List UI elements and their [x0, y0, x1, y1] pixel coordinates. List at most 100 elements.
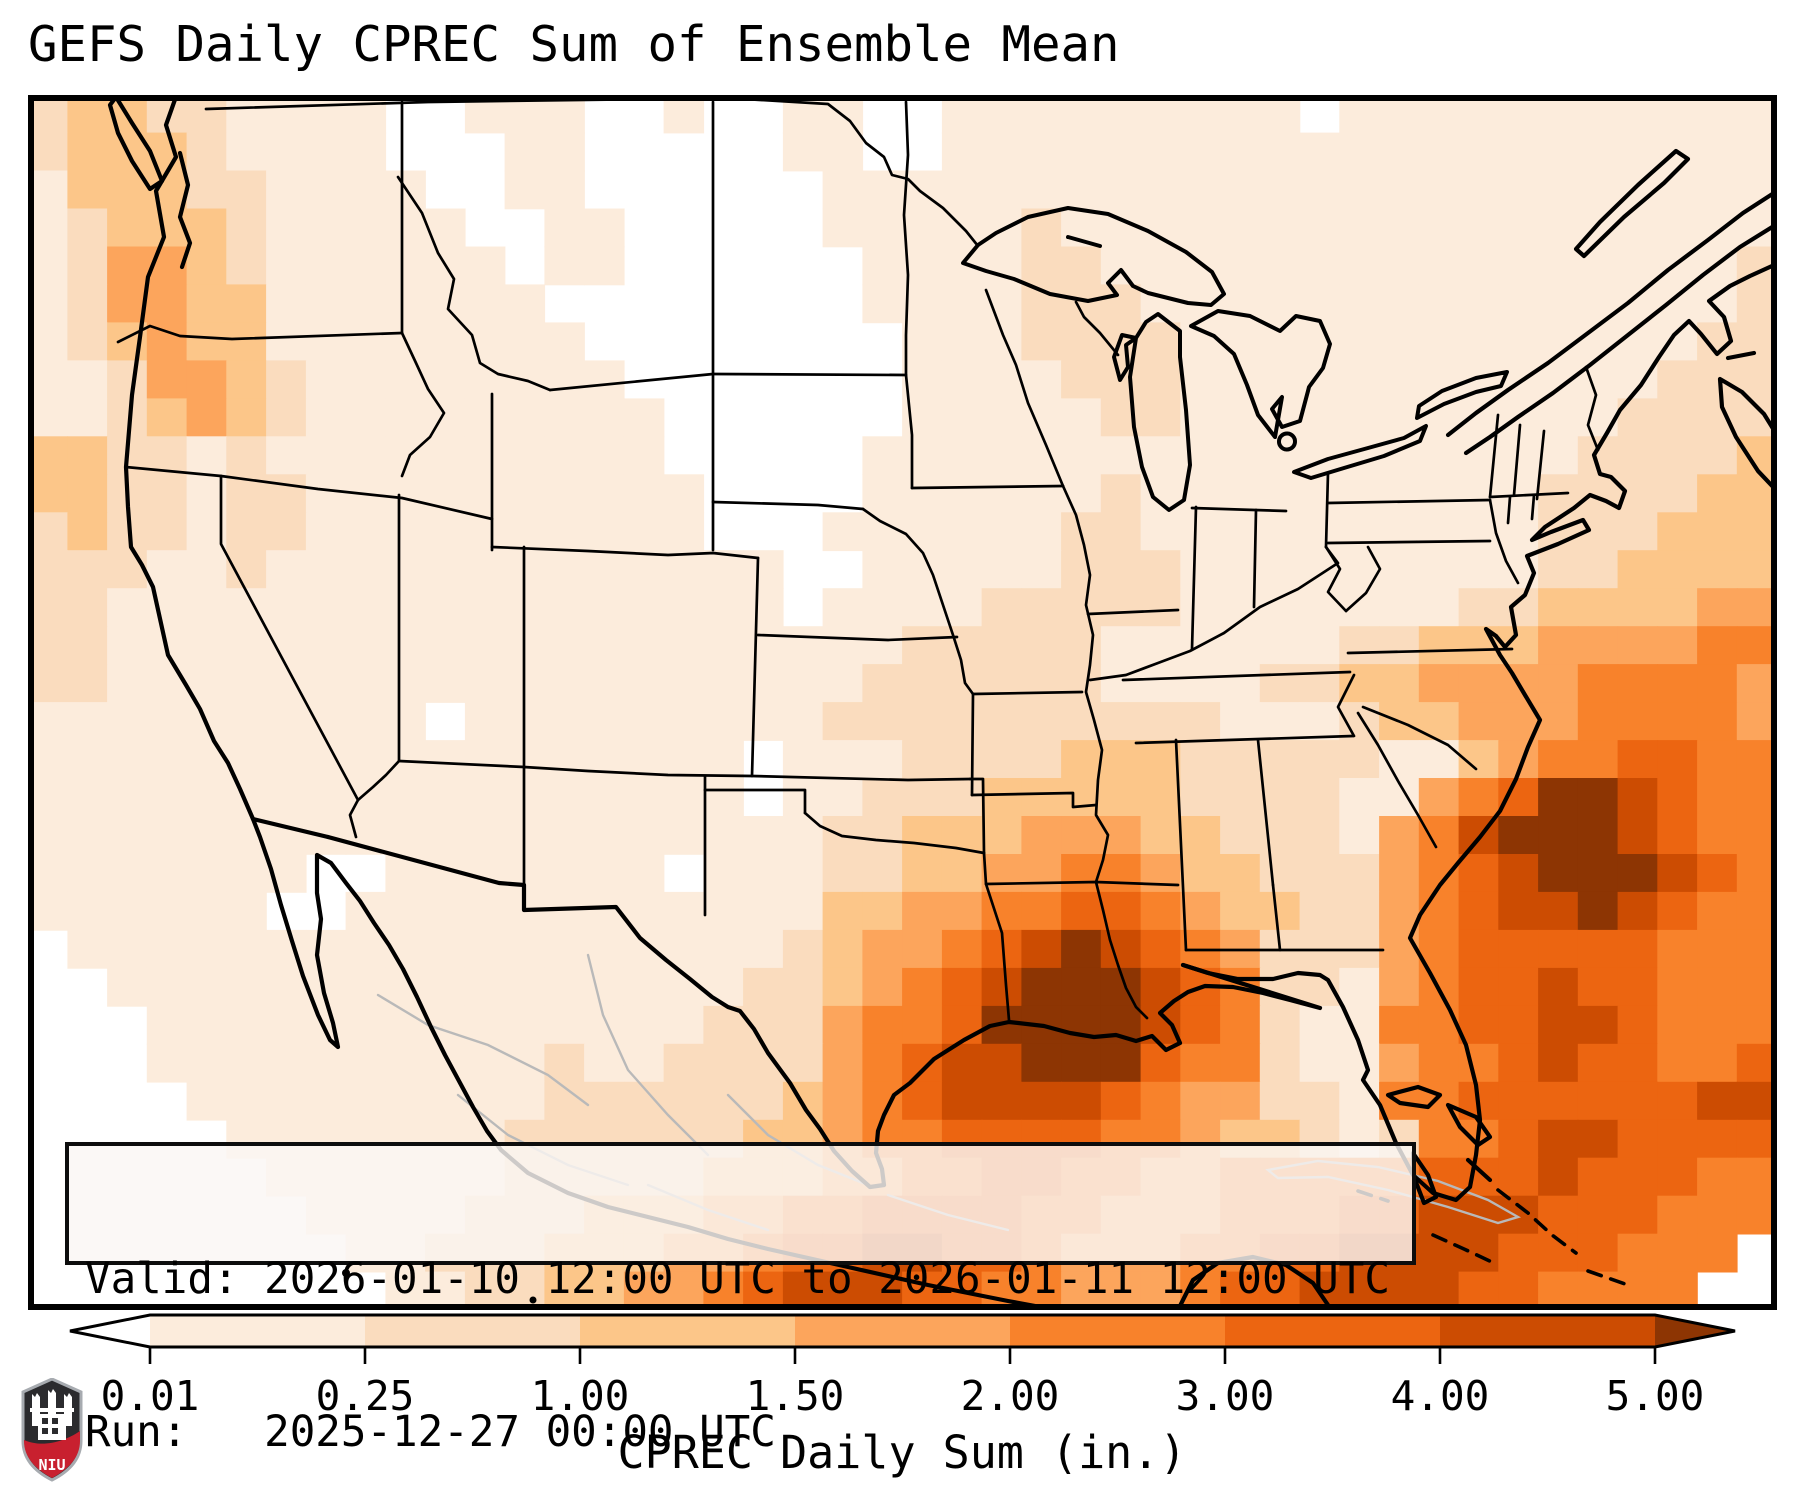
colorbar-over-arrow — [1655, 1315, 1735, 1347]
precip-cell — [1657, 1195, 1698, 1235]
precip-cell — [1418, 95, 1460, 134]
precip-cell — [385, 1043, 426, 1083]
precip-cell — [425, 1043, 466, 1083]
precip-cell — [1220, 740, 1261, 779]
precip-cell — [1379, 550, 1420, 589]
precip-cell — [1538, 778, 1579, 817]
precip-cell — [1697, 284, 1738, 324]
precip-cell — [1339, 246, 1380, 286]
precip-cell — [1299, 778, 1341, 817]
precip-cell — [544, 929, 585, 969]
logo-text: NIU — [38, 1456, 65, 1474]
precip-cell — [1697, 740, 1738, 779]
precip-cell — [584, 208, 625, 248]
precip-cell — [1220, 854, 1261, 893]
precip-cell — [902, 436, 943, 476]
precip-cell — [1061, 588, 1102, 627]
precip-cell — [186, 816, 228, 855]
precip-cell — [107, 664, 148, 703]
precip-cell — [1736, 967, 1777, 1007]
logo-castle-windows — [42, 1418, 58, 1434]
precip-cell — [703, 588, 744, 627]
precip-cell — [1617, 664, 1659, 703]
precip-cell — [1617, 95, 1659, 134]
precip-cell — [1697, 474, 1738, 514]
precip-cell — [941, 1005, 983, 1045]
precip-cell — [902, 740, 943, 779]
precip-cell — [941, 550, 983, 589]
precip-cell — [1299, 891, 1341, 931]
precip-cell — [1617, 1157, 1659, 1197]
precip-cell — [425, 436, 466, 476]
precip-cell — [981, 854, 1023, 893]
precip-cell — [1538, 284, 1579, 324]
precip-cell — [504, 132, 546, 172]
precip-cell — [584, 474, 625, 514]
precip-cell — [1259, 208, 1301, 248]
precip-cell — [385, 208, 426, 248]
precip-cell — [981, 1081, 1023, 1121]
precip-cell — [743, 1081, 784, 1121]
precip-cell — [941, 967, 983, 1007]
precip-cell — [1140, 854, 1182, 893]
precip-cell — [1339, 778, 1380, 817]
precip-cell — [28, 436, 69, 476]
precip-cell — [1736, 740, 1777, 779]
precip-cell — [1100, 436, 1142, 476]
precip-cell — [1100, 550, 1142, 589]
precip-cell — [1697, 816, 1738, 855]
precip-cell — [28, 512, 69, 552]
precip-cell — [1577, 1081, 1619, 1121]
precip-cell — [1180, 550, 1221, 589]
precip-cell — [107, 816, 148, 855]
precip-cell — [1339, 284, 1380, 324]
precip-cell — [385, 550, 426, 589]
precip-cell — [623, 929, 665, 969]
precip-cell — [743, 626, 784, 665]
precip-cell — [1259, 360, 1301, 400]
precip-cell — [345, 208, 387, 248]
precip-cell — [584, 778, 625, 817]
precip-cell — [146, 967, 188, 1007]
precip-cell — [1697, 436, 1738, 476]
colorbar-segment — [1010, 1315, 1225, 1347]
precip-cell — [743, 816, 784, 855]
precip-cell — [1180, 512, 1221, 552]
precip-cell — [28, 208, 69, 248]
precip-cell — [1498, 1119, 1539, 1159]
precip-cell — [146, 702, 188, 741]
precip-cell — [1021, 967, 1062, 1007]
precip-cell — [107, 891, 148, 931]
precip-cell — [822, 588, 864, 627]
precip-cell — [107, 588, 148, 627]
precip-cell — [544, 246, 585, 286]
precip-cell — [107, 929, 148, 969]
precip-cell — [1617, 1005, 1659, 1045]
precip-cell — [1180, 891, 1221, 931]
precip-cell — [1577, 132, 1619, 172]
precip-cell — [1021, 816, 1062, 855]
precip-cell — [544, 322, 585, 362]
precip-cell — [1180, 1005, 1221, 1045]
precip-cell — [1657, 1081, 1698, 1121]
precip-cell — [1577, 816, 1619, 855]
precip-cell — [1498, 1271, 1539, 1310]
precip-cell — [1259, 1043, 1301, 1083]
precip-cell — [1458, 854, 1500, 893]
precip-cell — [1498, 1157, 1539, 1197]
precip-cell — [1220, 702, 1261, 741]
precip-cell — [862, 740, 903, 779]
precip-cell — [1061, 1043, 1102, 1083]
precip-cell — [1697, 1081, 1738, 1121]
precip-cell — [385, 1081, 426, 1121]
precip-cell — [1418, 702, 1460, 741]
precip-cell — [1259, 1271, 1301, 1310]
precip-cell — [1140, 95, 1182, 134]
precip-cell — [1577, 854, 1619, 893]
precip-cell — [186, 246, 228, 286]
precip-cell — [981, 740, 1023, 779]
precip-cell — [67, 550, 108, 589]
precip-cell — [1339, 854, 1380, 893]
precip-cell — [1577, 778, 1619, 817]
precip-cell — [1061, 246, 1102, 286]
